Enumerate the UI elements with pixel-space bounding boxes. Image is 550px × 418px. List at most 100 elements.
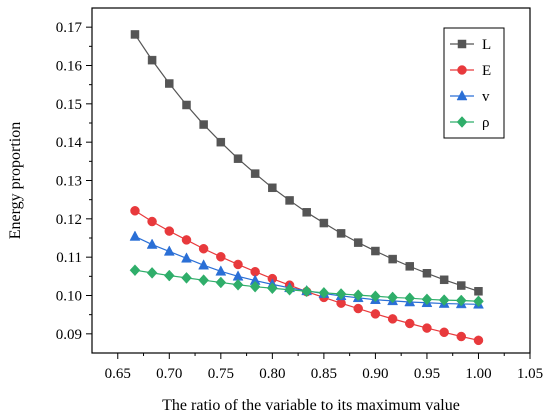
- y-tick-label: 0.16: [56, 59, 83, 75]
- data-point-square: [165, 79, 174, 88]
- x-tick-label: 0.80: [259, 366, 285, 382]
- data-point-diamond: [163, 269, 175, 282]
- data-point-diamond: [387, 291, 398, 304]
- series-diamond: [129, 264, 484, 308]
- data-point-diamond: [473, 295, 484, 308]
- y-axis: 0.09 0.10 0.11 0.12 0.13 0.14 0.15 0.16 0.17: [56, 20, 92, 343]
- y-tick-label: 0.10: [56, 289, 82, 305]
- data-point-square: [130, 30, 140, 39]
- series-layer: [129, 30, 484, 346]
- data-point-square: [388, 254, 397, 264]
- y-tick-label: 0.12: [56, 212, 82, 228]
- data-point-circle: [404, 318, 415, 329]
- data-point-triangle: [198, 259, 210, 270]
- y-tick-label: 0.11: [56, 250, 82, 266]
- data-point-square: [268, 183, 277, 193]
- data-point-diamond: [352, 289, 364, 301]
- data-point-square: [302, 208, 311, 217]
- data-point-square: [405, 262, 414, 271]
- data-point-circle: [130, 206, 140, 216]
- x-axis: 0.65 0.70 0.75 0.80 0.85 0.90 0.95 1.00 1.05: [105, 353, 543, 382]
- data-point-diamond: [215, 276, 227, 289]
- data-point-circle: [181, 235, 192, 245]
- data-point-square: [182, 100, 191, 110]
- data-point-triangle: [181, 252, 192, 263]
- y-tick-label: 0.13: [56, 174, 82, 190]
- data-point-circle: [353, 303, 363, 314]
- data-point-diamond: [129, 264, 141, 277]
- data-point-square: [371, 246, 380, 256]
- data-point-triangle: [129, 230, 141, 241]
- data-point-circle: [473, 335, 484, 346]
- data-point-diamond: [232, 278, 244, 291]
- data-point-diamond: [438, 294, 450, 306]
- series-square: [130, 30, 483, 296]
- data-point-circle: [456, 331, 467, 342]
- data-point-circle: [370, 309, 381, 319]
- legend-label: ρ: [482, 115, 490, 131]
- y-axis-title: Energy proportion: [7, 122, 24, 239]
- data-point-circle: [422, 323, 432, 333]
- data-point-diamond: [456, 116, 468, 128]
- data-point-square: [457, 39, 467, 49]
- data-point-triangle: [163, 245, 175, 256]
- data-point-square: [353, 238, 363, 247]
- data-point-diamond: [370, 290, 381, 303]
- data-point-square: [285, 196, 294, 205]
- data-point-triangle: [215, 265, 227, 276]
- legend-item: L: [450, 37, 491, 53]
- data-point-diamond: [198, 274, 209, 287]
- data-point-diamond: [335, 288, 347, 300]
- data-point-circle: [457, 65, 467, 75]
- data-point-square: [250, 169, 260, 178]
- data-point-square: [422, 269, 432, 278]
- data-point-diamond: [455, 294, 467, 307]
- y-tick-label: 0.14: [56, 135, 83, 151]
- data-point-diamond: [421, 293, 433, 306]
- data-point-square: [233, 154, 243, 163]
- x-tick-label: 1.05: [517, 366, 543, 382]
- data-point-circle: [387, 314, 398, 324]
- data-point-circle: [216, 252, 226, 262]
- series-circle: [130, 206, 484, 346]
- x-tick-label: 0.70: [156, 366, 182, 382]
- data-point-diamond: [301, 285, 313, 298]
- data-point-square: [199, 120, 208, 129]
- x-tick-label: 0.90: [362, 366, 388, 382]
- data-point-square: [319, 218, 329, 228]
- legend-item: ρ: [450, 115, 490, 131]
- data-point-diamond: [404, 292, 416, 305]
- x-tick-label: 0.85: [311, 366, 337, 382]
- data-point-diamond: [146, 267, 158, 279]
- legend-label: E: [482, 63, 491, 79]
- x-tick-label: 0.75: [208, 366, 234, 382]
- data-point-circle: [198, 243, 209, 254]
- data-point-diamond: [181, 271, 192, 284]
- x-tick-label: 1.00: [465, 366, 491, 382]
- data-point-square: [147, 55, 157, 65]
- data-point-circle: [164, 226, 175, 236]
- data-point-square: [457, 281, 466, 290]
- data-point-square: [336, 229, 346, 238]
- y-tick-label: 0.15: [56, 97, 82, 113]
- legend-box: [443, 27, 505, 139]
- data-point-circle: [147, 216, 157, 227]
- data-point-triangle: [146, 238, 158, 249]
- legend-label: v: [482, 89, 490, 105]
- data-point-diamond: [249, 280, 261, 293]
- data-point-diamond: [318, 286, 330, 299]
- legend-item: v: [450, 89, 490, 105]
- data-point-diamond: [267, 282, 278, 295]
- data-point-triangle: [456, 89, 468, 101]
- x-axis-title: The ratio of the variable to its maximum…: [162, 397, 460, 414]
- data-point-square: [474, 287, 483, 296]
- legend-item: E: [450, 63, 491, 79]
- data-point-square: [439, 275, 449, 285]
- data-point-circle: [233, 259, 243, 270]
- x-tick-label: 0.65: [105, 366, 131, 382]
- y-tick-label: 0.09: [56, 327, 82, 343]
- x-tick-label: 0.95: [414, 366, 440, 382]
- y-tick-label: 0.17: [56, 20, 83, 36]
